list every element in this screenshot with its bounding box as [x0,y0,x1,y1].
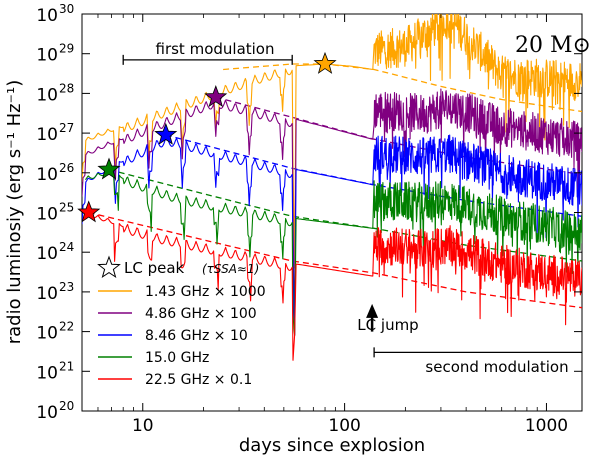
legend-entry-label: 1.43 GHz × 1000 [145,284,266,300]
legend-entry-label: 8.46 GHz × 10 [145,328,248,344]
x-tick-label: 100 [328,416,360,436]
legend-entry-label: 22.5 GHz × 0.1 [145,372,252,388]
lc-peak-star [97,157,121,180]
y-tick-mantissa: 10 [36,205,58,225]
lc-peak-star [313,51,337,74]
legend-entry-label: 15.0 GHz [145,350,209,366]
y-tick-label: 10 30 [36,2,74,26]
legend-peak-sublabel: (τSSA≈1) [202,262,259,276]
lc-jump-annotation: LC jump [357,303,419,334]
y-tick-exponent: 26 [59,161,74,175]
y-tick-exponent: 20 [59,399,74,413]
y-tick-label: 10 27 [36,121,74,145]
legend-entry-label: 4.86 GHz × 100 [145,306,257,322]
legend: LC peak (τSSA≈1) 1.43 GHz × 1000 4.86 GHz… [97,255,266,388]
legend-star-marker [97,255,121,279]
y-tick-mantissa: 10 [36,85,58,105]
y-tick-exponent: 23 [59,280,74,294]
lc-jump-label: LC jump [357,316,418,334]
mass-label: 20 M⊙ [515,33,591,58]
legend-peak-label: LC peak [124,259,185,277]
y-tick-label: 10 23 [36,280,74,304]
y-tick-exponent: 28 [59,81,74,95]
y-tick-label: 10 25 [36,201,74,225]
series-dashed-line [108,169,582,262]
y-tick-mantissa: 10 [36,125,58,145]
first-modulation-label: first modulation [156,40,275,58]
series-line [84,169,582,336]
x-tick-label: 10 [132,416,154,436]
series-dashed-line [223,63,582,113]
y-tick-exponent: 30 [59,2,74,16]
y-tick-exponent: 25 [59,201,74,215]
y-tick-mantissa: 10 [36,324,58,344]
series-line [82,134,582,336]
y-tick-exponent: 21 [59,359,74,373]
y-tick-label: 10 26 [36,161,74,185]
second-modulation-label: second modulation [425,358,568,376]
lc-peak-star [204,85,228,108]
y-tick-mantissa: 10 [36,6,58,26]
series-line [82,88,582,336]
y-tick-label: 10 28 [36,81,74,105]
y-tick-label: 10 29 [36,42,74,66]
series-dashed-line [215,96,582,176]
y-tick-label: 10 24 [36,240,74,264]
y-tick-mantissa: 10 [36,244,58,264]
y-tick-mantissa: 10 [36,46,58,66]
y-tick-label: 10 21 [36,359,74,383]
second-modulation-annotation: second modulation [373,347,582,376]
series-line [88,212,582,361]
y-axis-title: radio luminosiy (erg s⁻¹ Hz⁻¹) [4,80,25,345]
x-tick-label: 1000 [525,416,568,436]
lc-peak-star [77,200,101,223]
y-tick-mantissa: 10 [36,165,58,185]
y-tick-label: 10 20 [36,399,74,423]
y-tick-exponent: 29 [59,42,74,56]
y-tick-mantissa: 10 [36,363,58,383]
y-tick-label: 10 22 [36,320,74,344]
lc-jump-arrow-head [366,303,379,318]
lc-peak-star [154,122,178,145]
y-tick-mantissa: 10 [36,284,58,304]
x-axis-title: days since explosion [239,435,425,456]
y-tick-mantissa: 10 [36,403,58,423]
first-modulation-annotation: first modulation [122,40,293,65]
y-tick-exponent: 24 [59,240,74,254]
series-dashed-line [88,211,582,309]
y-tick-exponent: 22 [59,320,74,334]
y-tick-exponent: 27 [59,121,74,135]
